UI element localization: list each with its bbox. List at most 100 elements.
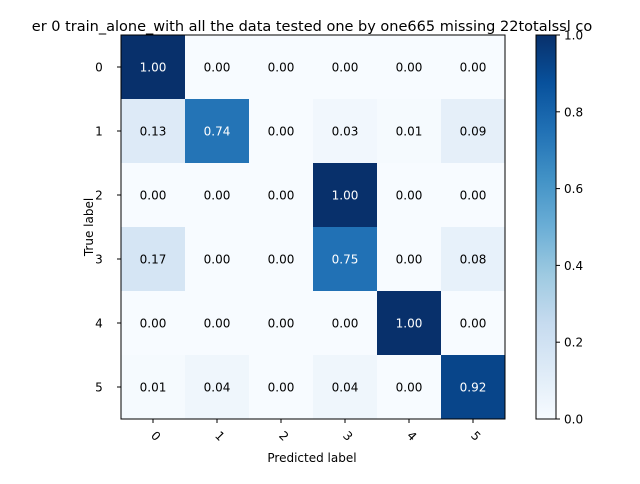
- cell-value-r0-c3: 0.00: [332, 61, 359, 75]
- heatmap-cell-r2-c0: [121, 163, 185, 227]
- cell-value-r1-c5: 0.09: [460, 125, 487, 139]
- cell-value-r1-c2: 0.00: [268, 125, 295, 139]
- heatmap-cell-r4-c5: [441, 291, 505, 355]
- heatmap-cell-r3-c2: [249, 227, 313, 291]
- heatmap-cell-r5-c1: [185, 355, 249, 419]
- cell-value-r2-c3: 1.00: [332, 189, 359, 203]
- heatmap-cell-r4-c3: [313, 291, 377, 355]
- colorbar-ticks: 0.0 0.2 0.4 0.6 0.8 1.0: [556, 29, 583, 427]
- cell-value-r5-c2: 0.00: [268, 381, 295, 395]
- heatmap-cell-r3-c1: [185, 227, 249, 291]
- heatmap-cell-r3-c3: [313, 227, 377, 291]
- heatmap-cell-r3-c5: [441, 227, 505, 291]
- y-tick-label-4: 4: [95, 317, 103, 331]
- cell-value-r4-c3: 0.00: [332, 317, 359, 331]
- heatmap-cell-labels: 1.00 0.00 0.00 0.00 0.00 0.00 0.13 0.74 0.00 0.03…: [140, 61, 487, 395]
- colorbar-tick-label-3: 0.6: [564, 182, 583, 196]
- heatmap-cell-r1-c1: [185, 99, 249, 163]
- y-tick-label-3: 3: [95, 253, 103, 267]
- cell-value-r4-c0: 0.00: [140, 317, 167, 331]
- heatmap-cell-r2-c5: [441, 163, 505, 227]
- heatmap-cell-r0-c5: [441, 35, 505, 99]
- x-axis-ticks: 0 1 2 3 4 5: [148, 419, 483, 444]
- cell-value-r2-c0: 0.00: [140, 189, 167, 203]
- heatmap-cell-r1-c3: [313, 99, 377, 163]
- colorbar-tick-label-2: 0.4: [564, 259, 583, 273]
- heatmap-cell-r2-c1: [185, 163, 249, 227]
- colorbar-tick-label-5: 1.0: [564, 29, 583, 43]
- cell-value-r4-c5: 0.00: [460, 317, 487, 331]
- cell-value-r2-c4: 0.00: [396, 189, 423, 203]
- cell-value-r2-c5: 0.00: [460, 189, 487, 203]
- y-axis-label: True label: [82, 198, 96, 257]
- heatmap-cell-r5-c4: [377, 355, 441, 419]
- cell-value-r3-c0: 0.17: [140, 253, 167, 267]
- x-tick-label-2: 2: [276, 429, 291, 444]
- cell-value-r3-c4: 0.00: [396, 253, 423, 267]
- y-tick-label-2: 2: [95, 189, 103, 203]
- cell-value-r4-c1: 0.00: [204, 317, 231, 331]
- x-axis-label: Predicted label: [267, 451, 356, 465]
- cell-value-r5-c4: 0.00: [396, 381, 423, 395]
- cell-value-r3-c1: 0.00: [204, 253, 231, 267]
- heatmap-cell-r3-c0: [121, 227, 185, 291]
- y-tick-label-5: 5: [95, 381, 103, 395]
- heatmap-cell-r3-c4: [377, 227, 441, 291]
- cell-value-r5-c1: 0.04: [204, 381, 231, 395]
- cell-value-r5-c3: 0.04: [332, 381, 359, 395]
- heatmap-cell-r0-c0: [121, 35, 185, 99]
- cell-value-r0-c5: 0.00: [460, 61, 487, 75]
- chart-title: er 0 train_alone_with all the data teste…: [32, 19, 593, 35]
- cell-value-r1-c1: 0.74: [204, 125, 231, 139]
- cell-value-r3-c5: 0.08: [460, 253, 487, 267]
- cell-value-r5-c0: 0.01: [140, 381, 167, 395]
- x-tick-label-0: 0: [148, 429, 163, 444]
- heatmap-cell-r0-c4: [377, 35, 441, 99]
- heatmap-cell-r5-c5: [441, 355, 505, 419]
- heatmap-cell-r4-c4: [377, 291, 441, 355]
- cell-value-r1-c4: 0.01: [396, 125, 423, 139]
- cell-value-r2-c1: 0.00: [204, 189, 231, 203]
- heatmap-cell-r0-c3: [313, 35, 377, 99]
- plot-frame: [120, 34, 506, 420]
- heatmap-cell-r5-c3: [313, 355, 377, 419]
- cell-value-r0-c0: 1.00: [140, 61, 167, 75]
- colorbar-tick-label-4: 0.8: [564, 105, 583, 119]
- heatmap-cell-r0-c1: [185, 35, 249, 99]
- heatmap-cell-r2-c3: [313, 163, 377, 227]
- cell-value-r1-c3: 0.03: [332, 125, 359, 139]
- heatmap-cell-r1-c5: [441, 99, 505, 163]
- cell-value-r0-c1: 0.00: [204, 61, 231, 75]
- heatmap-cell-r1-c2: [249, 99, 313, 163]
- colorbar: [535, 34, 557, 420]
- heatmap-cell-r2-c4: [377, 163, 441, 227]
- colorbar-tick-label-1: 0.2: [564, 336, 583, 350]
- cell-value-r5-c5: 0.92: [460, 381, 487, 395]
- x-tick-label-1: 1: [212, 429, 227, 444]
- cell-value-r3-c2: 0.00: [268, 253, 295, 267]
- y-tick-label-0: 0: [95, 61, 103, 75]
- heatmap-cell-r4-c0: [121, 291, 185, 355]
- cell-value-r2-c2: 0.00: [268, 189, 295, 203]
- heatmap-cell-r2-c2: [249, 163, 313, 227]
- colorbar-tick-label-0: 0.0: [564, 413, 583, 427]
- cell-value-r4-c2: 0.00: [268, 317, 295, 331]
- heatmap-cell-r4-c2: [249, 291, 313, 355]
- x-tick-label-5: 5: [468, 429, 483, 444]
- heatmap-cell-r4-c1: [185, 291, 249, 355]
- heatmap-cell-r1-c0: [121, 99, 185, 163]
- heatmap-cell-r5-c0: [121, 355, 185, 419]
- x-tick-label-4: 4: [404, 429, 419, 444]
- heatmap-cell-r0-c2: [249, 35, 313, 99]
- heatmap-cell-r1-c4: [377, 99, 441, 163]
- cell-value-r1-c0: 0.13: [140, 125, 167, 139]
- cell-value-r0-c2: 0.00: [268, 61, 295, 75]
- heatmap-cells: [121, 35, 505, 419]
- y-tick-label-1: 1: [95, 125, 103, 139]
- cell-value-r0-c4: 0.00: [396, 61, 423, 75]
- x-tick-label-3: 3: [340, 429, 355, 444]
- heatmap-cell-r5-c2: [249, 355, 313, 419]
- y-axis-ticks: 0 1 2 3 4 5: [95, 61, 121, 395]
